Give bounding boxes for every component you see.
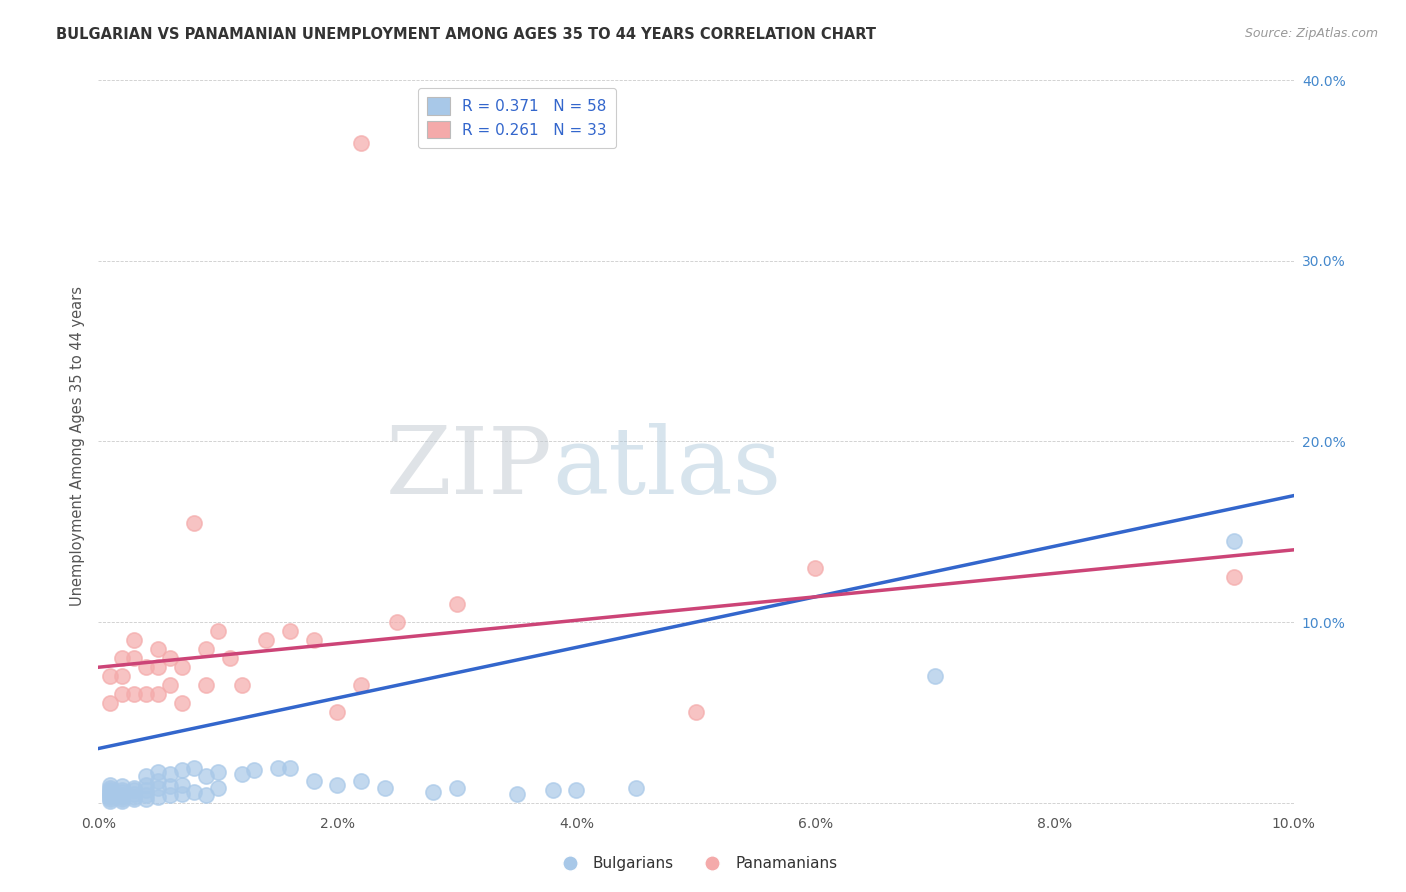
Point: [148, 781, 170, 796]
Point: [111, 794, 134, 808]
Point: [135, 783, 157, 797]
Point: [374, 781, 396, 796]
Point: [385, 615, 409, 629]
Point: [624, 781, 647, 796]
Text: BULGARIAN VS PANAMANIAN UNEMPLOYMENT AMONG AGES 35 TO 44 YEARS CORRELATION CHART: BULGARIAN VS PANAMANIAN UNEMPLOYMENT AMO…: [56, 27, 876, 42]
Point: [148, 764, 170, 779]
Point: [159, 780, 181, 794]
Point: [924, 669, 946, 683]
Point: [159, 789, 181, 803]
Point: [278, 624, 301, 639]
Point: [135, 778, 157, 792]
Point: [446, 781, 468, 796]
Text: Source: ZipAtlas.com: Source: ZipAtlas.com: [1244, 27, 1378, 40]
Point: [98, 778, 122, 792]
Point: [98, 787, 122, 801]
Point: [124, 787, 146, 801]
Point: [183, 516, 205, 530]
Point: [278, 761, 301, 775]
Point: [98, 781, 122, 796]
Point: [194, 769, 218, 783]
Point: [98, 794, 122, 808]
Point: [135, 789, 157, 803]
Point: [148, 774, 170, 789]
Point: [1223, 570, 1246, 584]
Point: [172, 660, 194, 674]
Point: [685, 706, 707, 720]
Point: [446, 597, 468, 611]
Point: [172, 778, 194, 792]
Point: [124, 790, 146, 805]
Point: [111, 785, 134, 799]
Point: [183, 761, 205, 775]
Point: [172, 763, 194, 777]
Point: [541, 783, 564, 797]
Point: [135, 792, 157, 806]
Point: [231, 766, 253, 780]
Point: [135, 660, 157, 674]
Y-axis label: Unemployment Among Ages 35 to 44 years: Unemployment Among Ages 35 to 44 years: [69, 286, 84, 606]
Point: [326, 778, 349, 792]
Point: [111, 687, 134, 701]
Point: [98, 792, 122, 806]
Point: [350, 678, 373, 692]
Point: [194, 789, 218, 803]
Point: [231, 678, 253, 692]
Point: [124, 651, 146, 665]
Point: [98, 790, 122, 805]
Point: [804, 561, 827, 575]
Point: [506, 787, 529, 801]
Point: [194, 642, 218, 657]
Point: [302, 633, 325, 648]
Text: ZIP: ZIP: [385, 423, 553, 513]
Point: [111, 651, 134, 665]
Point: [148, 687, 170, 701]
Point: [111, 790, 134, 805]
Point: [1223, 533, 1246, 548]
Legend: Bulgarians, Panamanians: Bulgarians, Panamanians: [548, 850, 844, 877]
Point: [98, 697, 122, 711]
Point: [243, 763, 266, 777]
Point: [267, 761, 290, 775]
Point: [124, 781, 146, 796]
Point: [124, 633, 146, 648]
Point: [254, 633, 277, 648]
Point: [207, 764, 229, 779]
Point: [111, 669, 134, 683]
Point: [98, 783, 122, 797]
Point: [124, 783, 146, 797]
Point: [135, 687, 157, 701]
Point: [183, 785, 205, 799]
Point: [111, 792, 134, 806]
Point: [159, 678, 181, 692]
Point: [422, 785, 444, 799]
Point: [172, 787, 194, 801]
Point: [111, 783, 134, 797]
Point: [172, 697, 194, 711]
Point: [207, 781, 229, 796]
Point: [124, 687, 146, 701]
Point: [350, 136, 373, 151]
Point: [111, 789, 134, 803]
Point: [98, 785, 122, 799]
Point: [159, 766, 181, 780]
Point: [565, 783, 588, 797]
Point: [302, 774, 325, 789]
Point: [111, 780, 134, 794]
Point: [148, 642, 170, 657]
Point: [98, 669, 122, 683]
Point: [350, 774, 373, 789]
Point: [159, 651, 181, 665]
Point: [124, 792, 146, 806]
Point: [219, 651, 242, 665]
Point: [98, 789, 122, 803]
Point: [207, 624, 229, 639]
Text: atlas: atlas: [553, 423, 782, 513]
Point: [194, 678, 218, 692]
Point: [326, 706, 349, 720]
Point: [135, 769, 157, 783]
Point: [148, 660, 170, 674]
Point: [148, 790, 170, 805]
